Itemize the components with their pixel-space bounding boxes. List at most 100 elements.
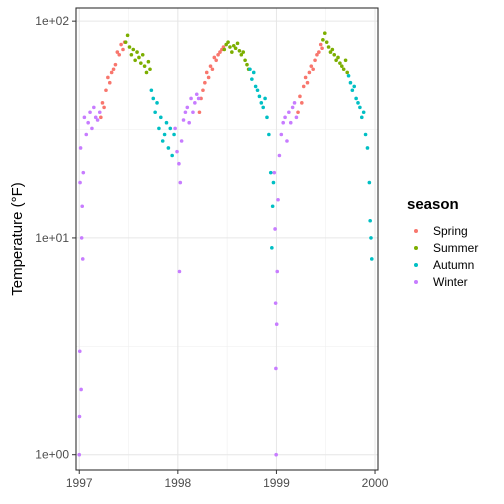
data-point-winter [79, 236, 84, 240]
data-point-winter [194, 92, 199, 97]
data-point-autumn [369, 236, 373, 240]
data-point-summer [146, 59, 151, 64]
data-point-winter [77, 452, 82, 457]
data-point-spring [100, 101, 105, 105]
data-point-autumn [356, 101, 360, 105]
data-point-summer [336, 55, 340, 60]
data-point-spring [313, 58, 317, 63]
data-point-winter [84, 132, 89, 137]
data-point-winter [275, 269, 280, 274]
data-point-autumn [270, 246, 274, 250]
data-point-spring [315, 52, 319, 57]
data-point-spring [208, 64, 213, 68]
data-point-summer [241, 50, 246, 54]
legend-key-winter [414, 280, 418, 284]
data-point-spring [102, 105, 106, 110]
data-point-winter [80, 257, 85, 261]
data-point-winter [93, 115, 98, 120]
legend-label-autumn: Autumn [433, 258, 474, 272]
data-point-autumn [248, 67, 252, 72]
data-point-winter [80, 204, 85, 209]
data-point-winter [95, 118, 100, 122]
data-point-autumn [162, 132, 167, 137]
data-point-autumn [164, 120, 169, 125]
data-point-autumn [346, 73, 351, 78]
data-point-spring [298, 94, 302, 99]
data-point-summer [226, 40, 230, 44]
panel-border [75, 7, 379, 471]
x-axis: 1997 1998 1999 2000 [66, 470, 389, 490]
data-point-winter [77, 349, 82, 354]
data-point-winter [179, 139, 184, 143]
data-point-autumn [352, 84, 357, 89]
data-point-autumn [251, 70, 256, 75]
x-tick-label: 1997 [66, 476, 93, 490]
data-point-winter [294, 115, 299, 120]
x-tick-label: 1998 [164, 476, 191, 490]
data-point-winter [276, 197, 280, 202]
data-point-winter [279, 132, 284, 137]
data-point-winter [273, 301, 278, 305]
data-point-autumn [166, 146, 171, 150]
data-point-winter [274, 452, 278, 457]
data-point-spring [201, 88, 205, 93]
y-tick-label: 1e+02 [35, 14, 69, 28]
data-point-spring [296, 110, 300, 115]
data-point-autumn [361, 110, 366, 115]
data-point-spring [204, 70, 209, 75]
legend-label-winter: Winter [433, 275, 468, 289]
data-point-summer [231, 43, 236, 48]
data-point-spring [317, 50, 321, 54]
data-point-winter [185, 105, 190, 110]
data-point-winter [86, 120, 90, 125]
data-point-winter [274, 366, 278, 371]
data-point-summer [239, 52, 244, 57]
y-axis-label: Temperature (°F) [9, 182, 26, 296]
data-point-summer [233, 46, 238, 51]
data-point-spring [311, 67, 315, 72]
data-point-autumn [153, 110, 157, 115]
data-point-summer [235, 41, 240, 46]
data-point-spring [300, 101, 304, 105]
legend-key-summer [414, 246, 418, 250]
data-point-autumn [267, 132, 271, 137]
data-point-winter [173, 126, 177, 131]
data-point-autumn [253, 84, 258, 89]
data-point-winter [288, 120, 293, 125]
data-point-spring [214, 58, 218, 63]
data-point-winter [273, 227, 277, 231]
data-points [77, 31, 374, 457]
data-point-autumn [369, 257, 374, 261]
x-tick-label: 1999 [263, 476, 290, 490]
data-point-autumn [367, 180, 372, 185]
data-point-spring [197, 110, 202, 115]
data-point-spring [307, 70, 312, 75]
data-point-spring [305, 80, 310, 85]
data-point-winter [193, 101, 197, 105]
data-point-summer [243, 58, 247, 63]
data-point-summer [343, 58, 348, 63]
data-point-spring [206, 75, 211, 80]
data-point-winter [183, 110, 188, 115]
data-point-summer [139, 61, 143, 65]
data-point-autumn [268, 170, 273, 175]
legend-key-autumn [414, 263, 418, 267]
data-point-summer [332, 52, 337, 57]
data-point-autumn [149, 88, 154, 93]
data-point-spring [104, 88, 108, 93]
data-point-summer [140, 52, 145, 57]
data-point-autumn [365, 146, 370, 150]
data-point-spring [320, 46, 324, 51]
data-point-summer [127, 45, 132, 49]
data-point-summer [129, 52, 134, 57]
legend-title: season [407, 196, 459, 213]
data-point-spring [121, 47, 125, 52]
data-point-spring [117, 52, 122, 57]
data-point-summer [131, 47, 136, 52]
data-point-winter [92, 105, 96, 110]
data-point-spring [318, 42, 323, 47]
data-point-winter [187, 120, 191, 125]
data-point-winter [196, 96, 201, 101]
data-point-summer [135, 50, 139, 54]
